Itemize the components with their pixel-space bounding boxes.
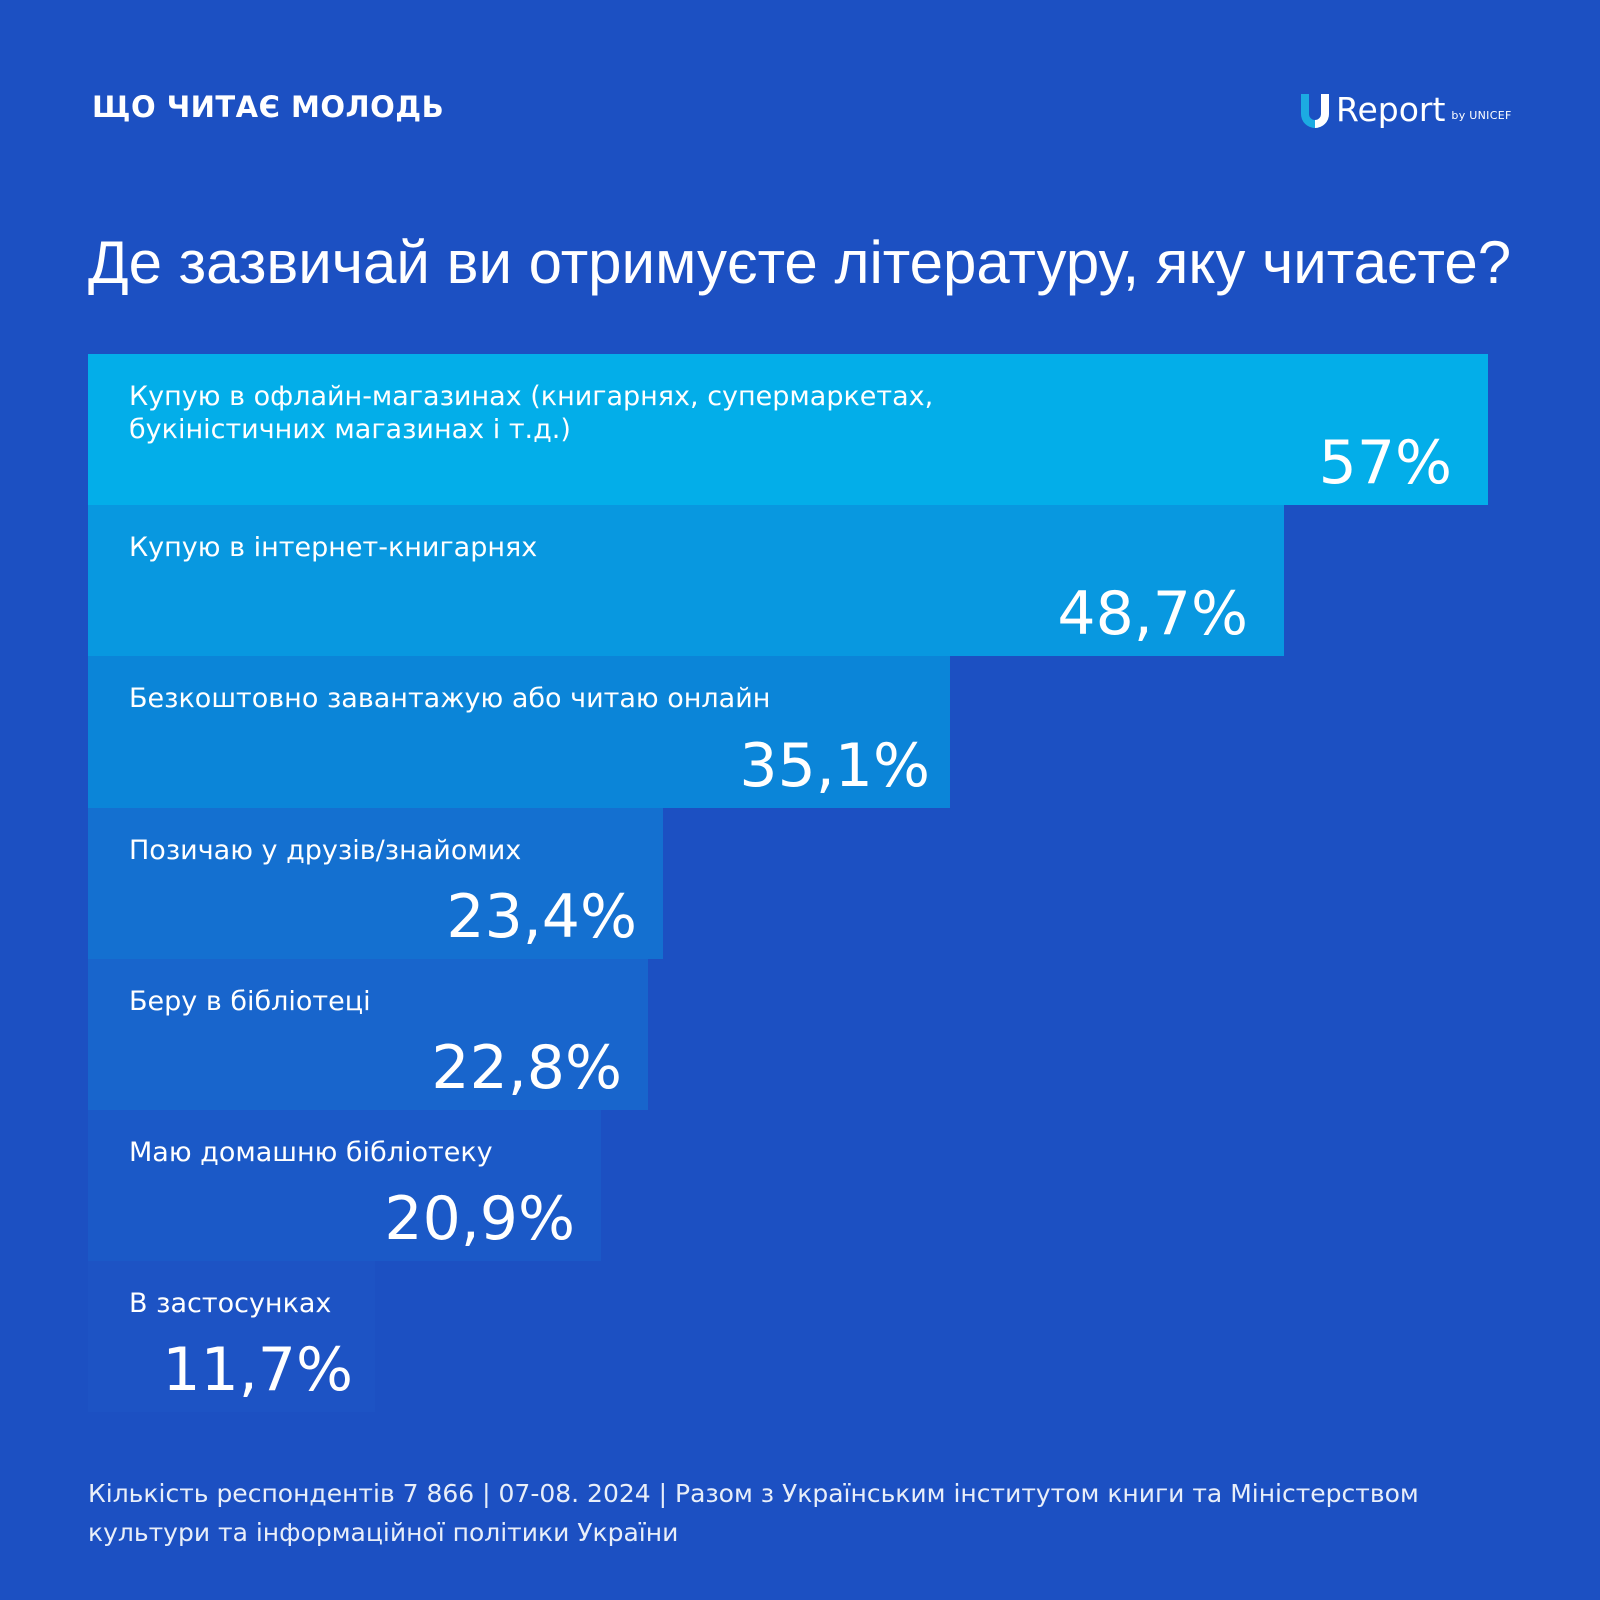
bar-value-label: 57%: [1318, 428, 1452, 498]
bar-value-label: 48,7%: [1057, 579, 1248, 649]
bar-4: Позичаю у друзів/знайомих 23,4%: [88, 808, 663, 959]
header-label: ЩО ЧИТАЄ МОЛОДЬ: [92, 90, 445, 124]
bar-label: Безкоштовно завантажую або читаю онлайн: [129, 683, 771, 714]
bar-value-label: 22,8%: [431, 1033, 622, 1103]
footer-note: Кількість респондентів 7 866 | 07-08. 20…: [88, 1479, 1419, 1547]
bar-label: В застосунках: [129, 1288, 332, 1319]
u-report-logo-icon: [1298, 92, 1332, 130]
bar-6: Маю домашню бібліотеку 20,9%: [88, 1110, 601, 1261]
bar-label: Маю домашню бібліотеку: [129, 1137, 493, 1168]
question-title: Де зазвичай ви отримуєте літературу, яку…: [88, 229, 1512, 296]
bar-label: Купую в інтернет-книгарнях: [129, 532, 538, 563]
bar-value-label: 20,9%: [384, 1184, 575, 1254]
bar-label: Позичаю у друзів/знайомих: [129, 835, 522, 866]
bar-value-label: 35,1%: [739, 731, 930, 801]
bar-7: В застосунках 11,7%: [88, 1261, 375, 1412]
logo-text: Report: [1336, 90, 1446, 129]
bar-chart: Купую в офлайн-магазинах (книгарнях, суп…: [88, 354, 1488, 1412]
bar-2: Купую в інтернет-книгарнях 48,7%: [88, 505, 1284, 656]
bar-1: Купую в офлайн-магазинах (книгарнях, суп…: [88, 354, 1488, 505]
bar-value-label: 11,7%: [162, 1335, 353, 1405]
logo-suffix: by UNICEF: [1451, 109, 1512, 122]
ureport-logo: Report by UNICEF: [1298, 86, 1512, 130]
bar-label: Купую в офлайн-магазинах (книгарнях, суп…: [129, 381, 934, 445]
bar-value-label: 23,4%: [446, 882, 637, 952]
bar-3: Безкоштовно завантажую або читаю онлайн 3…: [88, 656, 950, 808]
bar-5: Беру в бібліотеці 22,8%: [88, 959, 648, 1110]
bar-label: Беру в бібліотеці: [129, 986, 371, 1017]
